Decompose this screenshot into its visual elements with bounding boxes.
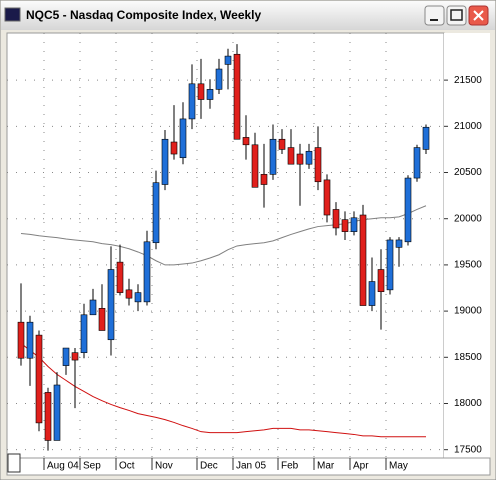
- candle-body: [134, 292, 142, 303]
- x-tick-label: Mar: [317, 461, 335, 472]
- candle-body: [224, 55, 232, 65]
- candle-body: [71, 352, 79, 361]
- candle-body: [44, 392, 52, 441]
- candle-body: [233, 53, 241, 140]
- window-title: NQC5 - Nasdaq Composite Index, Weekly: [26, 8, 261, 22]
- moving-average-line: [20, 205, 427, 266]
- candle-body: [26, 321, 34, 359]
- candle-body: [305, 150, 313, 165]
- x-tick-label: Nov: [155, 461, 173, 472]
- candle-body: [89, 299, 97, 316]
- app-icon: [4, 7, 21, 22]
- candle-body: [395, 239, 403, 248]
- y-axis-panel: [444, 33, 490, 458]
- candle-body: [413, 147, 421, 179]
- candle-body: [377, 269, 385, 292]
- candle-body: [251, 144, 259, 188]
- y-tick-label: 21500: [454, 75, 482, 86]
- candle-body: [386, 239, 394, 291]
- candle-body: [314, 147, 322, 183]
- candle-body: [80, 314, 88, 353]
- candle-body: [278, 138, 286, 150]
- x-axis-panel: [6, 457, 491, 476]
- candle-body: [323, 179, 331, 216]
- y-tick-label: 19500: [454, 260, 482, 271]
- candle-body: [206, 89, 214, 100]
- minimize-button[interactable]: [424, 5, 445, 26]
- candle-body: [107, 269, 115, 341]
- x-tick-label: Jan 05: [236, 461, 266, 472]
- y-tick-label: 18000: [454, 398, 482, 409]
- x-tick-label: Aug 04: [47, 461, 79, 472]
- candle-body: [269, 138, 277, 175]
- x-tick-label: Apr: [353, 461, 369, 472]
- y-tick-label: 19000: [454, 306, 482, 317]
- x-tick-label: Dec: [200, 461, 218, 472]
- candle-body: [125, 289, 133, 299]
- x-tick-label: May: [389, 461, 408, 472]
- candle-body: [197, 83, 205, 100]
- candle-body: [188, 83, 196, 120]
- candle-body: [242, 137, 250, 146]
- scroll-box[interactable]: [7, 453, 21, 473]
- candle-body: [35, 334, 43, 424]
- close-button[interactable]: [468, 5, 489, 26]
- y-tick-label: 18500: [454, 352, 482, 363]
- candle-body: [332, 209, 340, 229]
- maximize-button[interactable]: [446, 5, 467, 26]
- candle-body: [296, 153, 304, 165]
- y-tick-label: 21000: [454, 121, 482, 132]
- y-tick-label: 20000: [454, 213, 482, 224]
- candle-body: [368, 281, 376, 306]
- candle-body: [161, 138, 169, 185]
- candle-body: [62, 347, 70, 366]
- candle-body: [287, 147, 295, 165]
- plot-area: [6, 32, 445, 459]
- candle-body: [98, 308, 106, 331]
- candle-body: [422, 126, 430, 150]
- candle-body: [215, 68, 223, 90]
- y-tick-label: 20500: [454, 167, 482, 178]
- x-tick-label: Feb: [281, 461, 299, 472]
- candle-body: [170, 141, 178, 155]
- candle-body: [350, 217, 358, 232]
- candle-body: [260, 174, 268, 185]
- candle-body: [116, 261, 124, 293]
- candle-body: [152, 182, 160, 244]
- x-tick-label: Oct: [119, 461, 135, 472]
- candle-body: [404, 177, 412, 243]
- y-tick-label: 17500: [454, 444, 482, 455]
- candle-body: [53, 384, 61, 441]
- candle-body: [359, 214, 367, 306]
- title-bar: [1, 1, 495, 30]
- candle-body: [17, 321, 25, 359]
- x-tick-label: Sep: [83, 461, 101, 472]
- candle-body: [341, 219, 349, 232]
- candle-body: [179, 118, 187, 159]
- candle-body: [143, 241, 151, 303]
- moving-average-line: [20, 343, 426, 438]
